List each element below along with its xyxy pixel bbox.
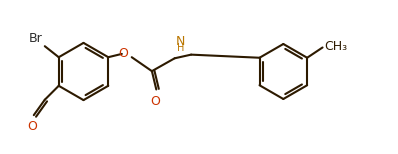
Text: H: H: [177, 43, 185, 53]
Text: O: O: [27, 120, 37, 133]
Text: N: N: [176, 35, 185, 48]
Text: Br: Br: [29, 32, 43, 45]
Text: CH₃: CH₃: [324, 40, 347, 53]
Text: O: O: [150, 95, 160, 108]
Text: O: O: [119, 47, 129, 60]
